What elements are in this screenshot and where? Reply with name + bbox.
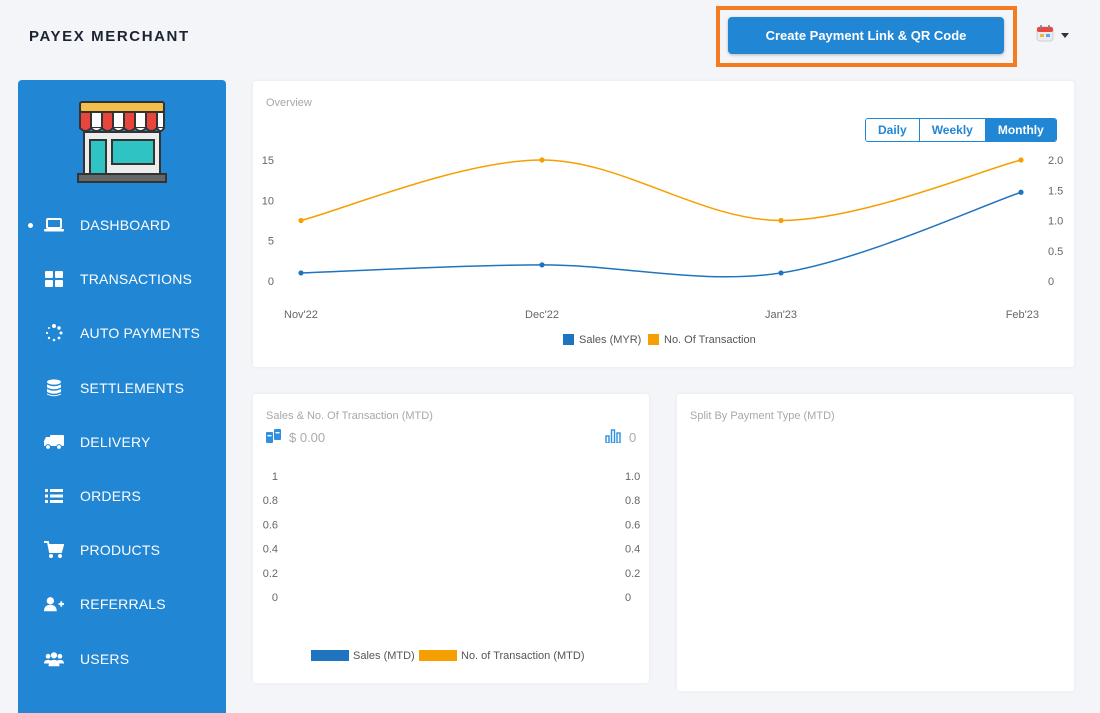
y-left-tick-label: 10 [262, 195, 274, 207]
y-left-tick-label: 1 [272, 471, 278, 483]
x-tick-label: Jan'23 [765, 309, 797, 321]
legend-label: Sales (MTD) [353, 650, 415, 662]
legend-label: Sales (MYR) [579, 334, 641, 346]
y-left-tick-label: 0 [272, 592, 278, 604]
create-payment-link-button[interactable]: Create Payment Link & QR Code [728, 17, 1004, 54]
sidebar-item-label: USERS [80, 650, 130, 667]
calendar-icon [1036, 24, 1054, 47]
legend-swatch [419, 650, 457, 661]
y-right-tick-label: 0 [625, 592, 631, 604]
y-right-tick-label: 1.0 [625, 471, 640, 483]
spinner-icon [44, 323, 64, 343]
money-icon [266, 429, 281, 446]
sidebar-item-label: REFERRALS [80, 596, 166, 613]
laptop-icon [44, 215, 64, 235]
overview-chart: 0 5 10 15 0 0.5 1.0 1.5 2.0 Nov'22 Dec'22 Jan'23 Feb… [262, 155, 1064, 346]
transaction-data-point [778, 217, 784, 224]
store-logo [76, 100, 168, 189]
period-toggle: Daily Weekly Monthly [865, 118, 1057, 142]
transaction-data-point [1018, 157, 1024, 163]
tab-daily[interactable]: Daily [866, 119, 920, 141]
sidebar: DASHBOARD TRANSACTIONS AUTO PAYMENTS SET… [18, 80, 226, 713]
legend-swatch [563, 334, 574, 345]
y-left-tick-label: 0.6 [263, 519, 278, 531]
sidebar-item-label: ORDERS [80, 488, 142, 505]
y-right-tick-label: 0.8 [625, 495, 640, 507]
overview-card: 0 5 10 15 0 0.5 1.0 1.5 2.0 Nov'22 Dec'22 Jan'23 Feb… [253, 81, 1074, 367]
x-tick-label: Dec'22 [525, 309, 559, 321]
y-right-tick-label: 0 [1048, 276, 1054, 288]
truck-icon [44, 432, 64, 452]
y-right-tick-label: 0.4 [625, 544, 640, 556]
transaction-data-point [539, 157, 545, 163]
sidebar-item-transactions[interactable]: TRANSACTIONS [18, 252, 226, 306]
chevron-down-icon [1061, 32, 1069, 38]
sidebar-item-label: SETTLEMENTS [80, 379, 185, 396]
overview-title: Overview [266, 97, 312, 109]
sidebar-item-users[interactable]: USERS [18, 632, 226, 686]
y-right-tick-label: 1.0 [1048, 216, 1063, 228]
transaction-data-point [298, 217, 304, 224]
y-left-tick-label: 0.2 [263, 568, 278, 580]
user-plus-icon [44, 594, 64, 614]
y-right-tick-label: 0.2 [625, 568, 640, 580]
sidebar-item-label: DASHBOARD [80, 217, 171, 234]
sidebar-item-label: TRANSACTIONS [80, 271, 193, 288]
active-indicator [28, 222, 33, 228]
sidebar-item-referrals[interactable]: REFERRALS [18, 577, 226, 631]
y-left-tick-label: 5 [268, 236, 274, 248]
database-icon [44, 378, 64, 398]
y-left-tick-label: 0.4 [263, 544, 278, 556]
y-left-tick-label: 15 [262, 155, 274, 167]
sales-data-point [539, 262, 545, 268]
y-left-tick-label: 0.8 [263, 495, 278, 507]
sidebar-item-label: DELIVERY [80, 433, 151, 450]
y-left-tick-label: 0 [268, 276, 274, 288]
grid-icon [44, 269, 64, 289]
cta-highlight-outline [716, 6, 1017, 67]
users-icon [44, 649, 64, 669]
sales-stat: $ 0.00 [266, 429, 325, 446]
sales-series-line [300, 191, 1022, 278]
legend-label: No. of Transaction (MTD) [461, 650, 584, 662]
x-tick-label: Feb'23 [1006, 309, 1039, 321]
legend-swatch [311, 650, 349, 661]
payment-split-card: Split By Payment Type (MTD) [677, 394, 1074, 691]
y-right-tick-label: 2.0 [1048, 155, 1063, 167]
transaction-series-line [300, 159, 1022, 222]
legend-label: No. Of Transaction [664, 334, 756, 346]
sidebar-item-auto-payments[interactable]: AUTO PAYMENTS [18, 306, 226, 360]
y-right-tick-label: 0.6 [625, 519, 640, 531]
list-icon [44, 486, 64, 506]
sidebar-item-orders[interactable]: ORDERS [18, 469, 226, 523]
sales-mtd-chart: 0 0.2 0.4 0.6 0.8 1 0 0.2 0.4 0.6 0.8 1.0 Sales (MTD… [263, 471, 641, 662]
sidebar-item-settlements[interactable]: SETTLEMENTS [18, 361, 226, 415]
sales-value: $ 0.00 [289, 430, 326, 445]
x-tick-label: Nov'22 [284, 309, 318, 321]
tab-monthly[interactable]: Monthly [985, 119, 1056, 141]
cart-icon [44, 540, 64, 560]
legend-swatch [648, 334, 659, 345]
y-right-tick-label: 1.5 [1048, 185, 1063, 197]
y-right-tick-label: 0.5 [1048, 246, 1063, 258]
sidebar-nav: DASHBOARD TRANSACTIONS AUTO PAYMENTS SET… [18, 198, 226, 686]
sales-data-point [1018, 189, 1024, 195]
sidebar-item-delivery[interactable]: DELIVERY [18, 415, 226, 469]
user-menu[interactable] [1036, 24, 1074, 47]
transactions-value: 0 [629, 430, 637, 445]
bar-chart-icon [605, 429, 621, 446]
sales-mtd-card: 0 0.2 0.4 0.6 0.8 1 0 0.2 0.4 0.6 0.8 1.0 Sales (MTD… [253, 394, 649, 683]
sales-data-point [298, 270, 304, 276]
sidebar-item-label: AUTO PAYMENTS [80, 325, 201, 342]
payment-split-title: Split By Payment Type (MTD) [690, 410, 835, 422]
sidebar-item-dashboard[interactable]: DASHBOARD [18, 198, 226, 252]
tab-weekly[interactable]: Weekly [919, 119, 986, 141]
sidebar-item-label: PRODUCTS [80, 542, 161, 559]
transactions-stat: 0 [605, 429, 636, 446]
sales-mtd-title: Sales & No. Of Transaction (MTD) [266, 410, 433, 422]
sales-data-point [778, 270, 784, 276]
brand-title: PAYEX MERCHANT [29, 28, 190, 45]
sidebar-item-products[interactable]: PRODUCTS [18, 523, 226, 577]
